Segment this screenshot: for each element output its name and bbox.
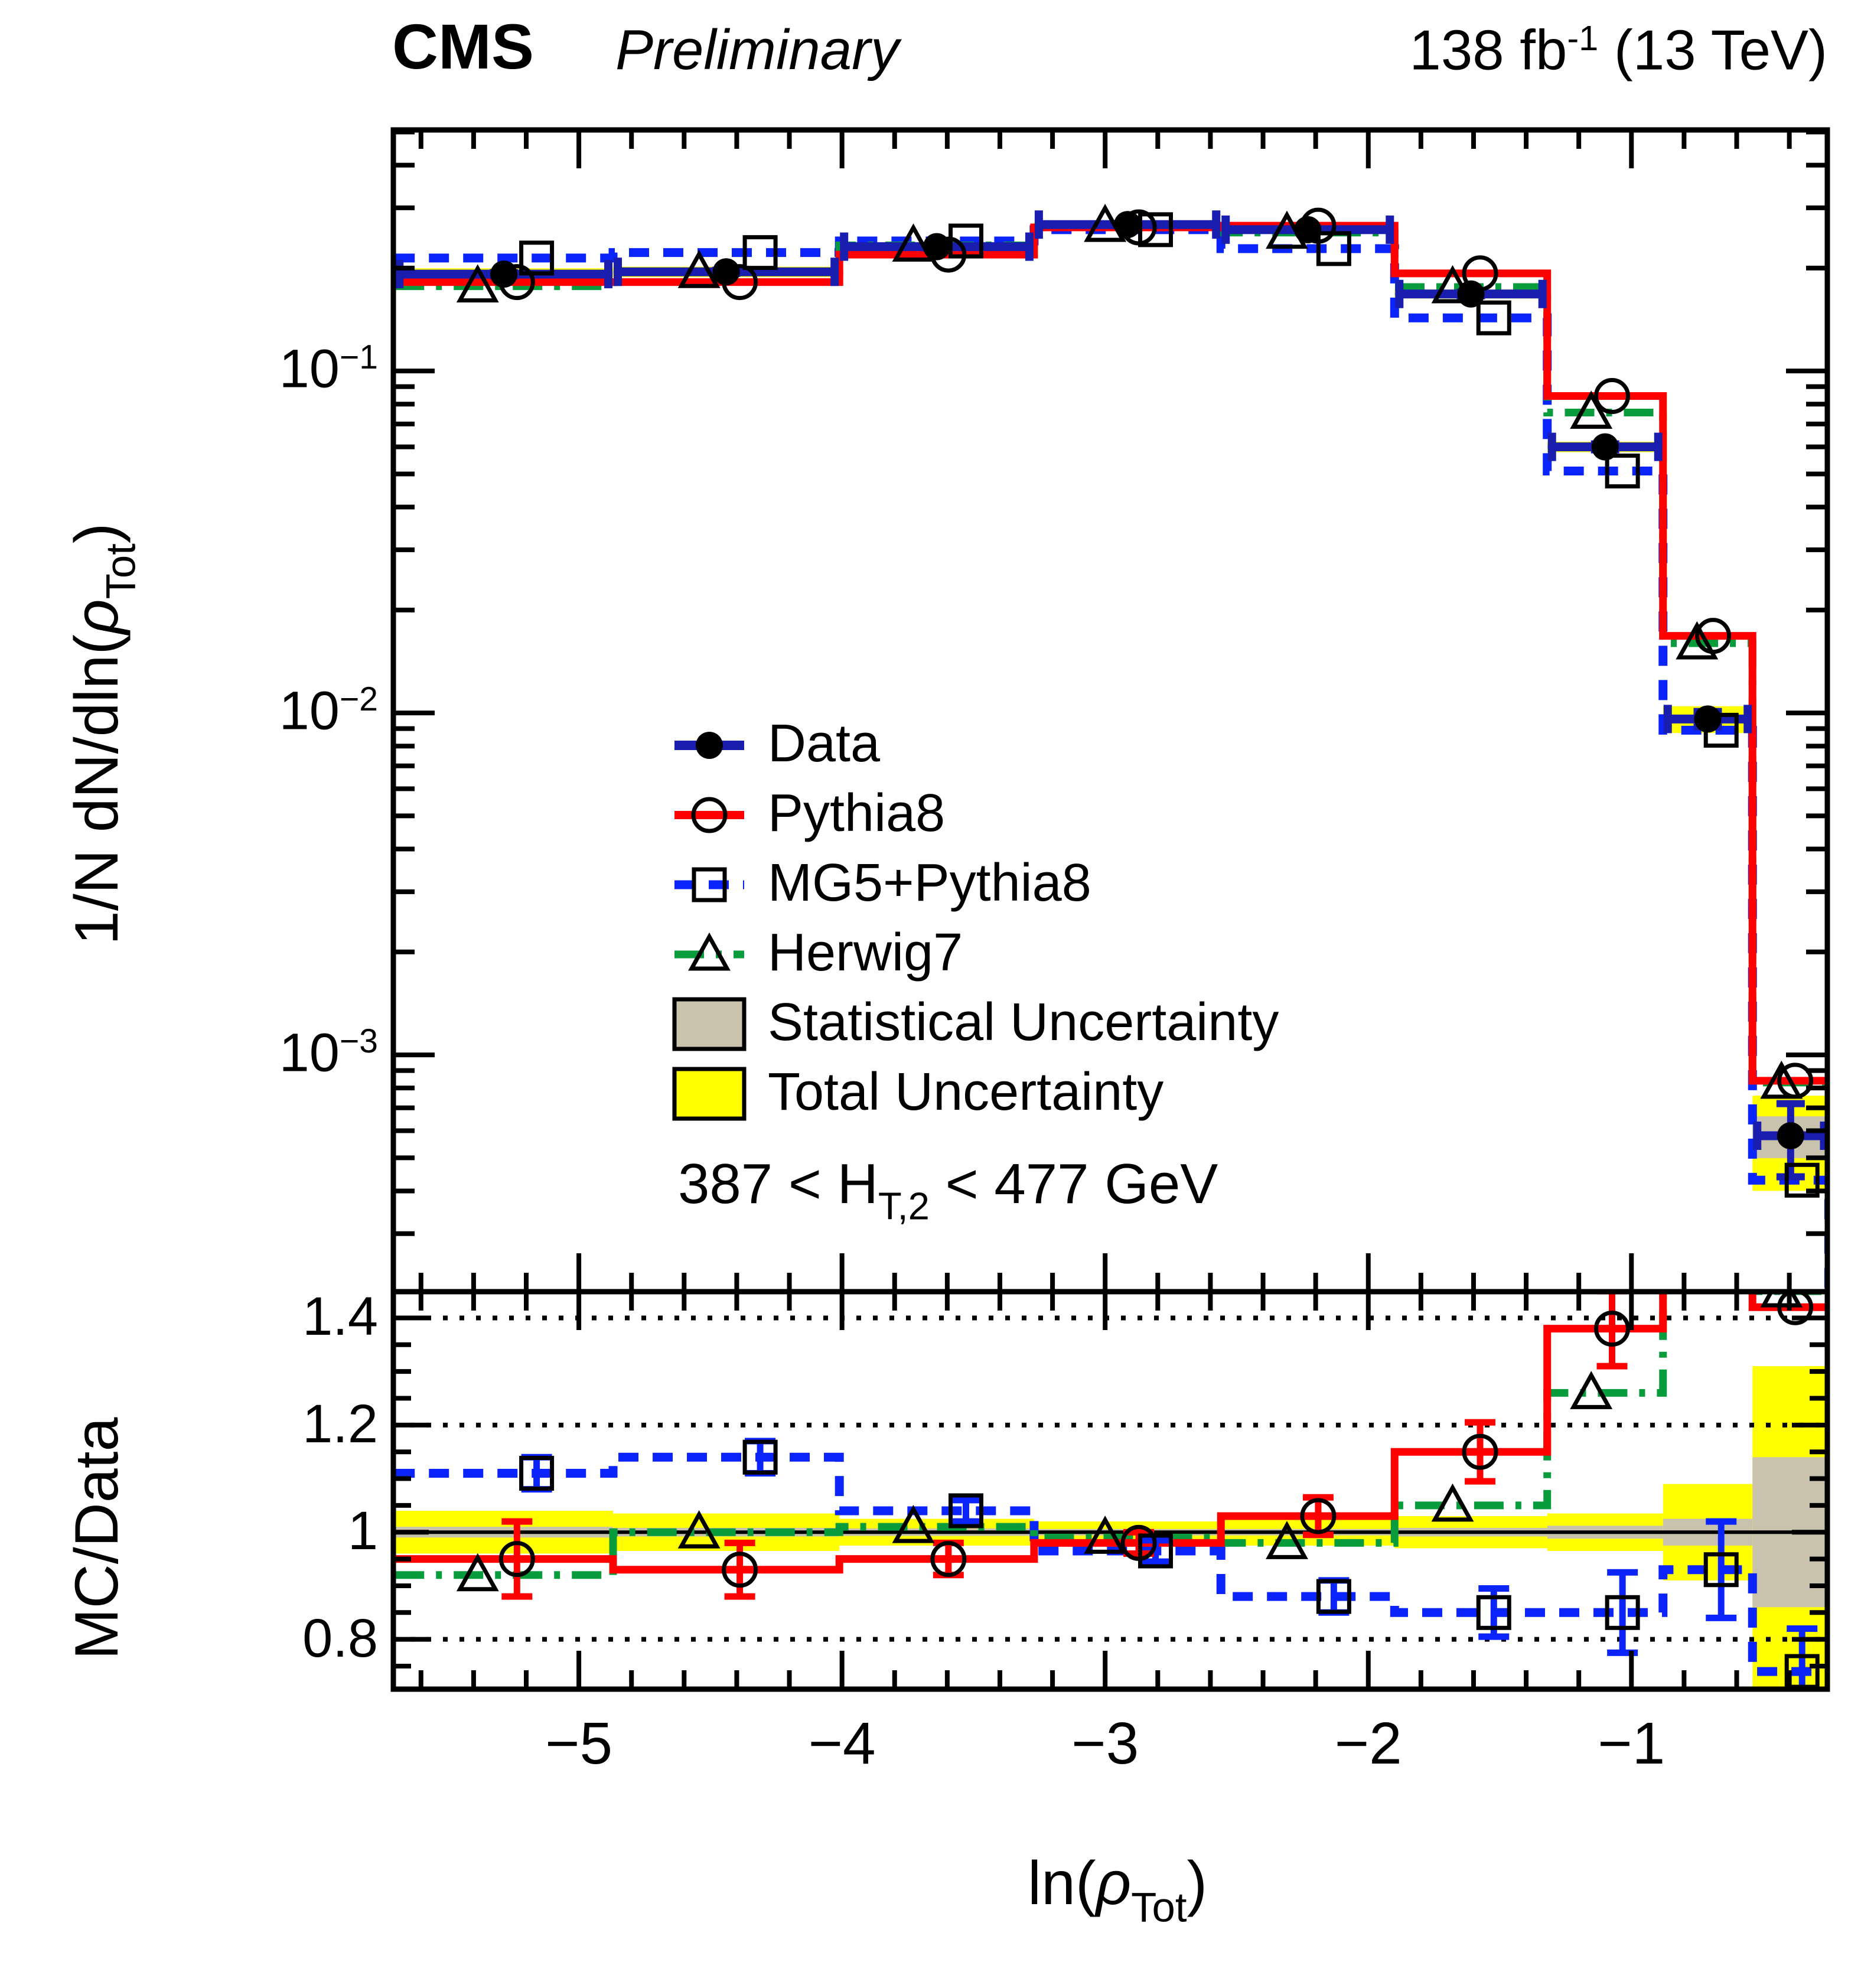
y-title-subscript: Tot bbox=[97, 543, 144, 599]
y-title-rho: ρ bbox=[63, 599, 131, 634]
lumi-energy: (13 TeV) bbox=[1598, 18, 1827, 82]
ratio-y-tick-label: 1.4 bbox=[302, 1286, 378, 1347]
main-y-tick-label: 10−3 bbox=[279, 1022, 378, 1083]
legend-item-data: Data bbox=[768, 714, 881, 773]
x-tick-label: −1 bbox=[1598, 1710, 1666, 1777]
main-y-tick-label: 10−2 bbox=[279, 680, 378, 741]
selection-prefix: 387 < H bbox=[678, 1152, 878, 1215]
lumi-exponent: -1 bbox=[1567, 18, 1599, 58]
ratio-title-text: MC/Data bbox=[63, 1417, 131, 1660]
lumi-value: 138 fb bbox=[1409, 18, 1567, 82]
x-tick-label: −3 bbox=[1071, 1710, 1139, 1777]
ratio-y-tick-label: 0.8 bbox=[302, 1608, 378, 1668]
legend-item-pythia8: Pythia8 bbox=[768, 784, 946, 843]
ht2-selection-label: 387 < HT,2 < 477 GeV bbox=[678, 1152, 1218, 1228]
x-title-subscript: Tot bbox=[1131, 1883, 1187, 1931]
ratio-y-tick-label: 1.2 bbox=[302, 1393, 378, 1454]
x-title-close: ) bbox=[1187, 1849, 1208, 1918]
main-y-tick-label: 10−1 bbox=[279, 338, 378, 399]
x-tick-label: −2 bbox=[1334, 1710, 1402, 1777]
x-axis-title: ln(ρTot) bbox=[1028, 1849, 1207, 1931]
y-title-prefix: 1/N dN/dln( bbox=[63, 634, 131, 945]
preliminary-label: Preliminary bbox=[615, 18, 899, 82]
x-title-rho: ρ bbox=[1096, 1849, 1132, 1918]
y-title-close: ) bbox=[63, 523, 131, 544]
main-y-axis-title: 1/N dN/dln(ρTot) bbox=[62, 523, 145, 945]
experiment-label: CMS bbox=[392, 11, 534, 82]
x-tick-label: −5 bbox=[545, 1710, 613, 1777]
ratio-y-tick-label: 1 bbox=[347, 1501, 378, 1562]
legend-item-stat-uncertainty: Statistical Uncertainty bbox=[768, 993, 1279, 1052]
legend-item-herwig7: Herwig7 bbox=[768, 923, 963, 982]
ratio-y-axis-title: MC/Data bbox=[62, 1417, 132, 1660]
x-tick-label: −4 bbox=[808, 1710, 876, 1777]
luminosity-label: 138 fb-1 (13 TeV) bbox=[1409, 18, 1827, 83]
selection-subscript: T,2 bbox=[878, 1184, 930, 1228]
legend-item-mg5-pythia8: MG5+Pythia8 bbox=[768, 853, 1091, 912]
x-title-prefix: ln( bbox=[1028, 1849, 1096, 1918]
legend-item-total-uncertainty: Total Uncertainty bbox=[768, 1063, 1164, 1122]
selection-suffix: < 477 GeV bbox=[929, 1152, 1218, 1215]
